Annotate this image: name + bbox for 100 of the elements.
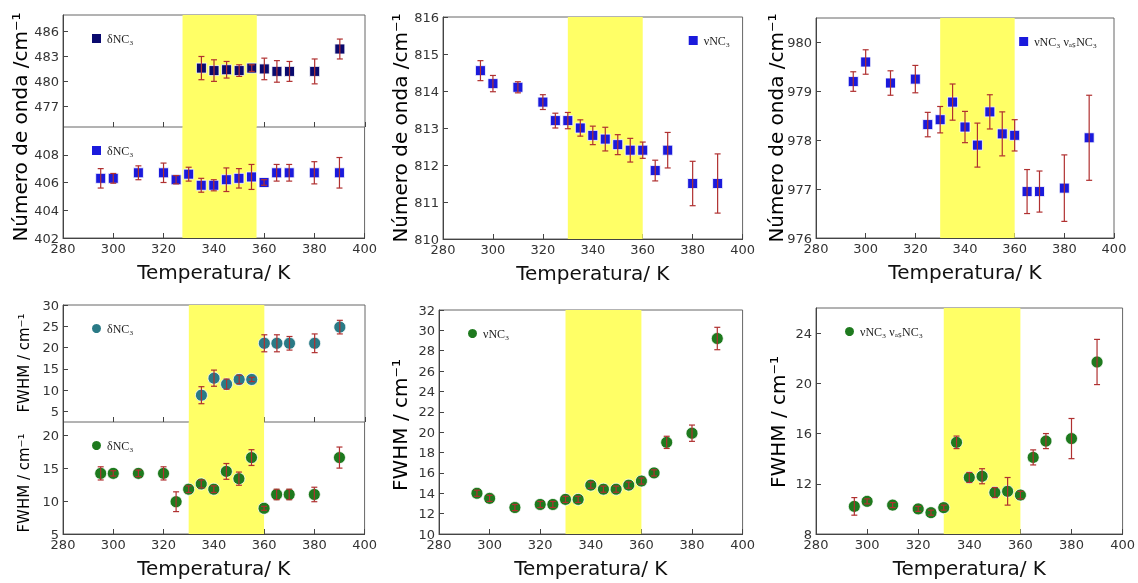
y-tick-label: 24 — [795, 325, 812, 341]
x-tick-label: 340 — [201, 537, 227, 552]
x-tick-label: 300 — [853, 241, 879, 256]
y-axis-title: Número de onda /cm⁻¹ — [388, 13, 412, 243]
x-tick-label: 320 — [151, 241, 176, 256]
x-tick-label: 280 — [426, 537, 452, 552]
x-tick-label: 280 — [430, 242, 456, 257]
point — [475, 65, 486, 77]
x-tick-label: 320 — [902, 241, 928, 256]
y-tick-label: 486 — [34, 24, 59, 40]
point — [909, 73, 921, 85]
x-tick-label: 280 — [803, 241, 829, 256]
y-tick-label: 977 — [787, 181, 812, 197]
point — [334, 43, 346, 55]
y-tick-label: 20 — [42, 427, 59, 443]
point — [996, 128, 1008, 140]
x-axis-title: Temperatura/ K — [513, 556, 669, 580]
x-tick-label: 380 — [680, 242, 706, 257]
point — [885, 77, 896, 89]
x-tick-label: 340 — [956, 537, 982, 552]
point — [599, 133, 611, 145]
x-tick-label: 400 — [730, 537, 756, 552]
x-tick-label: 320 — [905, 537, 931, 552]
y-tick-label: 16 — [418, 465, 435, 481]
x-tick-label: 280 — [803, 537, 829, 552]
y-tick-label: 18 — [418, 445, 435, 461]
point — [246, 171, 257, 183]
point — [220, 174, 232, 186]
x-tick-label: 280 — [50, 537, 76, 552]
y-tick-label: 480 — [34, 73, 59, 89]
point — [308, 167, 320, 179]
x-tick-label: 280 — [50, 241, 76, 256]
y-tick-label: 14 — [418, 485, 435, 501]
y-tick-label: 980 — [787, 34, 812, 50]
point — [624, 144, 636, 156]
x-axis-title: Temperatura/ K — [136, 556, 292, 580]
point — [947, 96, 958, 108]
y-tick-label: 15 — [42, 460, 59, 476]
y-tick-label: 30 — [42, 297, 59, 313]
y-tick-label: 816 — [414, 9, 439, 25]
point — [972, 139, 983, 151]
point — [662, 144, 674, 156]
y-tick-label: 20 — [795, 375, 812, 391]
point — [612, 139, 624, 151]
y-tick-label: 15 — [42, 361, 59, 377]
point — [934, 114, 946, 126]
x-tick-label: 400 — [1110, 537, 1136, 552]
y-axis-title: FWHM / cm⁻¹ — [766, 355, 790, 489]
x-tick-label: 360 — [1002, 241, 1028, 256]
point — [196, 62, 207, 74]
legend-label: δNC₃ — [107, 143, 134, 158]
y-axis-title: FWHM / cm⁻¹ — [388, 358, 412, 492]
y-tick-label: 30 — [418, 322, 435, 338]
point — [1034, 186, 1045, 197]
x-tick-label: 380 — [301, 537, 327, 552]
legend-label: δNC₃ — [107, 31, 134, 46]
x-tick-label: 380 — [1051, 241, 1077, 256]
legend-label: νNC₃ νₐₛNC₃ — [1034, 34, 1097, 49]
y-tick-label: 10 — [42, 493, 59, 509]
x-tick-label: 380 — [679, 537, 705, 552]
x-tick-label: 320 — [527, 537, 553, 552]
point — [334, 167, 345, 179]
point — [687, 178, 699, 189]
y-axis-title: Número de onda /cm⁻¹ — [8, 12, 32, 242]
point — [283, 167, 295, 179]
point — [1058, 182, 1070, 194]
x-axis-title: Temperatura/ K — [136, 260, 292, 284]
y-tick-label: 32 — [418, 302, 435, 318]
point — [309, 66, 321, 77]
point — [587, 130, 599, 141]
x-axis-title: Temperatura/ K — [887, 260, 1043, 284]
x-tick-label: 360 — [630, 242, 656, 257]
x-tick-label: 400 — [1101, 241, 1127, 256]
y-tick-label: 483 — [34, 48, 59, 64]
y-tick-label: 20 — [418, 424, 435, 440]
y-tick-label: 25 — [42, 318, 59, 334]
y-tick-label: 978 — [787, 132, 812, 148]
x-axis-title: Temperatura/ K — [515, 261, 671, 285]
x-tick-label: 380 — [1059, 537, 1084, 552]
point — [1083, 132, 1095, 144]
x-tick-label: 380 — [301, 241, 327, 256]
x-tick-label: 400 — [730, 242, 756, 257]
x-tick-label: 360 — [251, 241, 277, 256]
y-tick-label: 28 — [418, 343, 435, 359]
legend-label: νNC₃ — [483, 326, 510, 341]
x-tick-label: 360 — [628, 537, 654, 552]
point — [284, 66, 295, 77]
y-tick-label: 814 — [414, 83, 439, 99]
y-tick-label: 22 — [418, 404, 435, 420]
x-tick-label: 300 — [480, 242, 506, 257]
y-tick-label: 813 — [414, 120, 439, 136]
y-tick-label: 12 — [795, 476, 812, 492]
x-tick-label: 300 — [100, 537, 126, 552]
x-tick-label: 360 — [1007, 537, 1033, 552]
y-tick-label: 406 — [34, 175, 59, 190]
point — [271, 167, 283, 179]
x-tick-label: 360 — [251, 537, 277, 552]
y-tick-label: 16 — [795, 426, 812, 442]
y-tick-label: 26 — [418, 363, 435, 379]
point — [221, 64, 232, 76]
